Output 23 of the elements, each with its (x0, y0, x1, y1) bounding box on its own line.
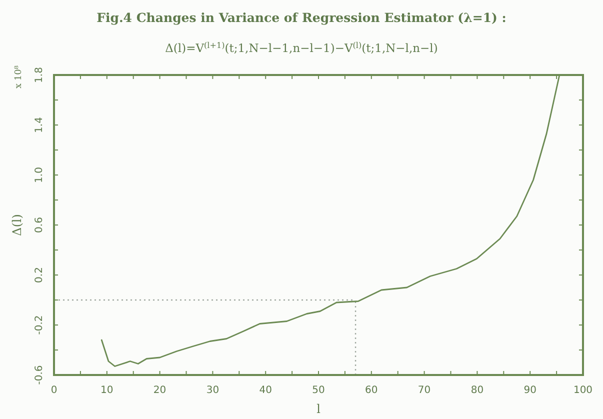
x-tick-label: 50 (312, 385, 325, 396)
x-axis-title: l (316, 402, 321, 416)
y-axis-title: Δ(l) (10, 214, 24, 236)
y-tick-label: 0.6 (34, 217, 45, 233)
y-tick-label: 1.8 (34, 67, 45, 83)
x-tick-label: 100 (573, 385, 593, 396)
y-tick-label: 1.4 (34, 117, 45, 133)
x-tick-label: 40 (259, 385, 272, 396)
x-tick-label: 60 (365, 385, 378, 396)
x-tick-label: 90 (524, 385, 536, 396)
y-tick-label: 1.0 (34, 167, 45, 183)
text: x 10⁸ (14, 65, 24, 88)
x-tick-label: 0 (50, 385, 58, 396)
y-tick-label: -0.6 (34, 365, 45, 385)
y-tick-label: -0.2 (34, 315, 45, 335)
x-tick-label: 30 (206, 385, 220, 396)
chart-subtitle: Δ(l)=V$^{(l+1)}$(t;1,N−l−1,n−l−1)−V$^{(l)}$(t;1,N−l,n−l) (165, 40, 438, 55)
x-tick-label: 20 (153, 385, 166, 396)
chart-title: Fig.4 Changes in Variance of Regression Estimator (λ=1) : (96, 10, 506, 25)
x-tick-label: 80 (470, 385, 484, 396)
x-tick-label: 10 (100, 385, 114, 396)
y-tick-label: 0.2 (34, 267, 45, 283)
x-tick-label: 70 (418, 385, 431, 396)
